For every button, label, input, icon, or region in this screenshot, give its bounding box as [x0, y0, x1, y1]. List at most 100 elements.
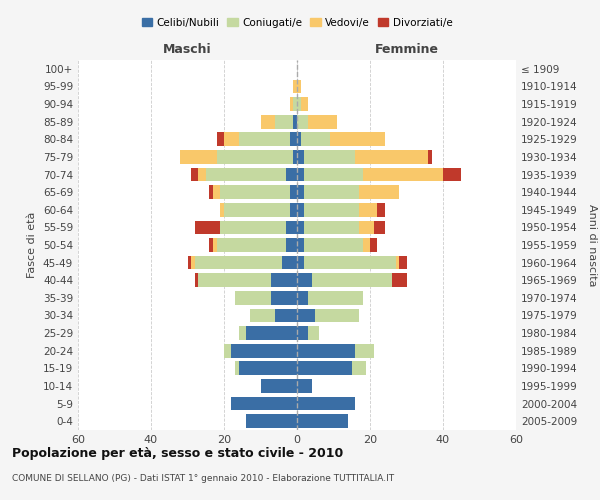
Bar — [297, 80, 301, 94]
Bar — [395, 256, 399, 270]
Bar — [246, 414, 297, 428]
Bar — [297, 220, 304, 234]
Bar — [199, 274, 271, 287]
Bar — [315, 308, 359, 322]
Bar — [304, 203, 359, 216]
Text: Popolazione per età, sesso e stato civile - 2010: Popolazione per età, sesso e stato civil… — [12, 448, 343, 460]
Bar — [311, 274, 392, 287]
Bar — [297, 256, 304, 270]
Bar — [220, 220, 286, 234]
Y-axis label: Anni di nascita: Anni di nascita — [587, 204, 597, 286]
Bar — [180, 150, 217, 164]
Bar — [187, 256, 191, 270]
Bar — [362, 168, 443, 181]
Bar — [428, 150, 432, 164]
Bar — [359, 186, 399, 199]
Bar — [297, 203, 304, 216]
Bar — [290, 97, 293, 111]
Bar — [304, 220, 359, 234]
Bar — [370, 238, 377, 252]
Bar — [213, 186, 220, 199]
Bar — [195, 256, 283, 270]
Bar — [297, 362, 352, 375]
Bar — [297, 186, 304, 199]
Bar — [209, 238, 213, 252]
Bar — [297, 291, 308, 304]
Bar — [224, 132, 239, 146]
Bar — [293, 80, 297, 94]
Bar — [286, 168, 297, 181]
Bar — [206, 168, 286, 181]
Bar — [297, 274, 311, 287]
Bar — [283, 256, 297, 270]
Bar — [271, 274, 297, 287]
Bar — [297, 168, 304, 181]
Bar — [290, 186, 297, 199]
Bar — [224, 344, 232, 358]
Bar — [246, 326, 297, 340]
Y-axis label: Fasce di età: Fasce di età — [28, 212, 37, 278]
Bar — [220, 186, 290, 199]
Bar — [359, 220, 374, 234]
Bar — [224, 203, 290, 216]
Bar — [250, 308, 275, 322]
Bar — [304, 186, 359, 199]
Bar — [293, 115, 297, 128]
Bar — [209, 186, 213, 199]
Bar — [260, 115, 275, 128]
Bar — [213, 238, 217, 252]
Bar — [232, 396, 297, 410]
Bar — [297, 132, 301, 146]
Bar — [330, 132, 385, 146]
Bar — [359, 203, 377, 216]
Bar — [377, 203, 385, 216]
Bar — [399, 256, 407, 270]
Bar — [286, 238, 297, 252]
Bar — [304, 256, 395, 270]
Bar — [392, 274, 407, 287]
Bar — [297, 97, 301, 111]
Bar — [191, 256, 195, 270]
Bar — [195, 274, 199, 287]
Bar — [195, 220, 220, 234]
Bar — [304, 238, 362, 252]
Bar — [232, 344, 297, 358]
Bar — [352, 362, 367, 375]
Bar — [293, 150, 297, 164]
Bar — [297, 150, 304, 164]
Bar — [297, 238, 304, 252]
Bar — [374, 220, 385, 234]
Bar — [271, 291, 297, 304]
Bar — [297, 414, 348, 428]
Legend: Celibi/Nubili, Coniugati/e, Vedovi/e, Divorziati/e: Celibi/Nubili, Coniugati/e, Vedovi/e, Di… — [137, 14, 457, 32]
Text: COMUNE DI SELLANO (PG) - Dati ISTAT 1° gennaio 2010 - Elaborazione TUTTITALIA.IT: COMUNE DI SELLANO (PG) - Dati ISTAT 1° g… — [12, 474, 394, 483]
Bar — [297, 308, 315, 322]
Bar — [290, 203, 297, 216]
Bar — [297, 379, 311, 393]
Bar — [308, 115, 337, 128]
Bar — [199, 168, 206, 181]
Bar — [297, 396, 355, 410]
Bar — [355, 150, 428, 164]
Bar — [308, 291, 362, 304]
Bar — [220, 203, 224, 216]
Bar — [217, 150, 293, 164]
Bar — [191, 168, 199, 181]
Bar — [217, 238, 286, 252]
Bar — [297, 326, 308, 340]
Bar — [355, 344, 374, 358]
Bar — [239, 132, 290, 146]
Bar — [301, 97, 308, 111]
Bar — [362, 238, 370, 252]
Bar — [275, 115, 293, 128]
Bar — [297, 344, 355, 358]
Bar — [293, 97, 297, 111]
Bar — [308, 326, 319, 340]
Bar — [304, 150, 355, 164]
Text: Maschi: Maschi — [163, 44, 212, 57]
Bar — [217, 132, 224, 146]
Text: Femmine: Femmine — [374, 44, 439, 57]
Bar — [301, 132, 330, 146]
Bar — [239, 362, 297, 375]
Bar — [239, 326, 246, 340]
